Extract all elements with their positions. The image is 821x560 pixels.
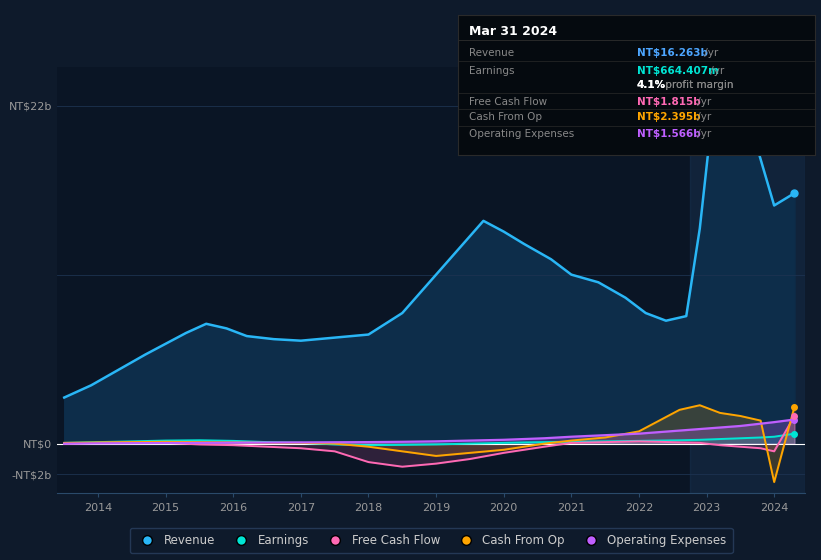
Text: /yr: /yr	[695, 112, 712, 122]
Text: NT$16.263b: NT$16.263b	[636, 48, 708, 58]
Text: Cash From Op: Cash From Op	[469, 112, 542, 122]
Text: Revenue: Revenue	[469, 48, 514, 58]
Text: /yr: /yr	[701, 48, 718, 58]
Text: /yr: /yr	[695, 129, 712, 139]
Text: profit margin: profit margin	[663, 80, 734, 90]
Text: NT$664.407m: NT$664.407m	[636, 66, 718, 76]
Text: Operating Expenses: Operating Expenses	[469, 129, 574, 139]
Text: 4.1%: 4.1%	[636, 80, 666, 90]
Text: NT$1.815b: NT$1.815b	[636, 97, 700, 107]
Text: 4.1%: 4.1%	[636, 80, 666, 90]
Text: Mar 31 2024: Mar 31 2024	[469, 25, 557, 38]
Legend: Revenue, Earnings, Free Cash Flow, Cash From Op, Operating Expenses: Revenue, Earnings, Free Cash Flow, Cash …	[130, 528, 732, 553]
Text: Free Cash Flow: Free Cash Flow	[469, 97, 547, 107]
Text: profit margin: profit margin	[663, 80, 734, 90]
Text: Earnings: Earnings	[469, 66, 514, 76]
Text: NT$1.566b: NT$1.566b	[636, 129, 700, 139]
Text: NT$2.395b: NT$2.395b	[636, 112, 700, 122]
Text: /yr: /yr	[695, 97, 712, 107]
Bar	[690, 67, 805, 493]
Text: /yr: /yr	[707, 66, 724, 76]
